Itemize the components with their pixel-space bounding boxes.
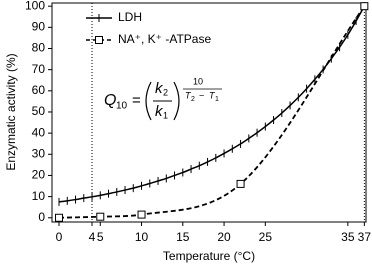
x-tick-label: 35 [341, 230, 355, 244]
marker [236, 179, 245, 188]
series-line [58, 5, 366, 203]
y-tick-label: 50 [32, 104, 46, 118]
x-tick-label: 37 [358, 230, 372, 244]
formula-text: k [155, 103, 164, 120]
formula-text: T [209, 90, 216, 100]
y-tick-label: 70 [32, 62, 46, 76]
formula-text: − [199, 90, 204, 100]
y-tick-label: 20 [32, 168, 46, 182]
y-axis-label: Enzymatic activity (%) [4, 53, 18, 170]
x-tick-label: 4 [89, 230, 96, 244]
y-tick-label: 100 [25, 0, 45, 12]
y-tick-label: 10 [32, 189, 46, 203]
y-tick-label: 0 [38, 210, 45, 224]
x-tick-label: 10 [135, 230, 149, 244]
legend-marker [95, 36, 103, 44]
formula-text: 1 [163, 110, 168, 120]
formula: Q 10 = k 2 k 1 10 T 2 − T 1 [104, 76, 222, 120]
y-tick-label: 60 [32, 83, 46, 97]
series-line [58, 5, 366, 219]
formula-text: Q [104, 92, 116, 109]
y-tick-label: 40 [32, 125, 46, 139]
y-tick-label: 80 [32, 41, 46, 55]
marker [96, 212, 105, 221]
formula-text: 10 [193, 76, 203, 86]
formula-text: 2 [191, 96, 195, 103]
x-tick-label: 15 [176, 230, 190, 244]
marker [137, 210, 146, 219]
plot-frame [51, 2, 367, 223]
x-axis-label: Temperature (°C) [163, 249, 255, 263]
formula-text: = [132, 92, 141, 109]
paren [145, 81, 152, 121]
formula-text: 10 [116, 101, 128, 112]
legend-label: NA⁺, K⁺ -ATPase [118, 32, 211, 46]
formula-text: 1 [215, 96, 219, 103]
y-tick-label: 90 [32, 20, 46, 34]
x-tick-label: 20 [217, 230, 231, 244]
legend-label: LDH [118, 10, 142, 24]
x-tick-label: 0 [56, 230, 63, 244]
formula-text: k [155, 80, 164, 97]
marker [55, 213, 64, 222]
x-tick-label: 5 [97, 230, 104, 244]
paren [173, 81, 180, 121]
x-tick-label: 25 [259, 230, 273, 244]
y-tick-label: 30 [32, 146, 46, 160]
formula-text: 2 [163, 87, 168, 97]
marker [360, 2, 369, 11]
formula-text: T [185, 90, 192, 100]
